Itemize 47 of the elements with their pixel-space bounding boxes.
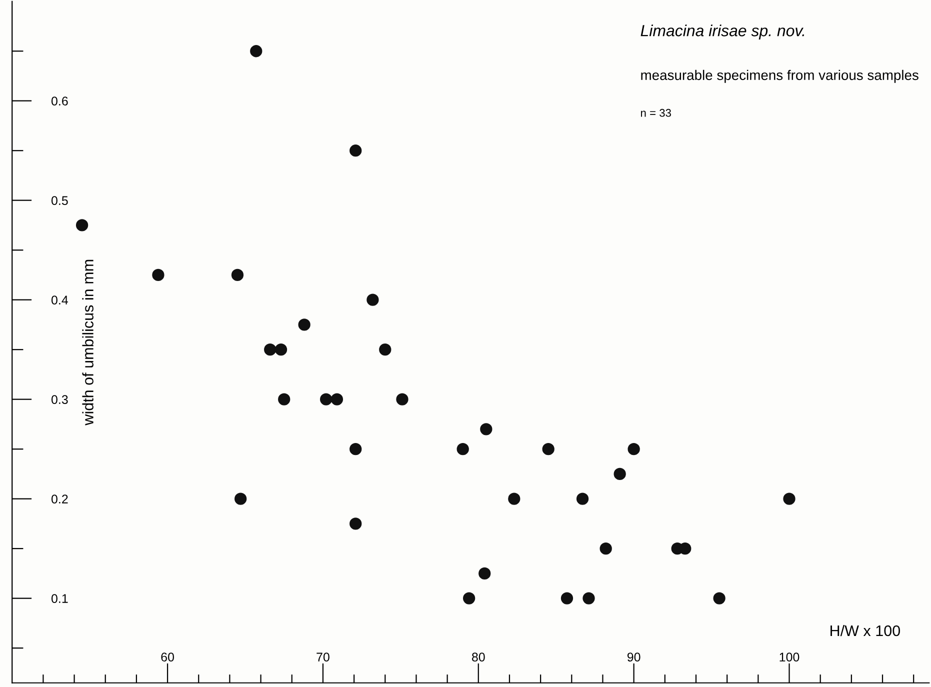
annotation: measurable specimens from various samples xyxy=(641,70,918,83)
point xyxy=(298,318,310,331)
point xyxy=(600,542,612,555)
point xyxy=(350,144,362,157)
point xyxy=(576,492,589,505)
point xyxy=(152,268,164,282)
point xyxy=(379,344,392,356)
y-axis-title: width of umbilicus in mm xyxy=(82,260,94,426)
point xyxy=(76,219,88,232)
x-tick-label: 70 xyxy=(316,652,330,662)
point xyxy=(560,592,574,604)
annotation: n = 33 xyxy=(641,108,671,117)
point xyxy=(274,344,288,356)
y-tick-label: 0.1 xyxy=(51,594,68,603)
point xyxy=(366,294,379,306)
x-tick-label: 60 xyxy=(161,652,174,662)
point xyxy=(628,443,640,456)
point xyxy=(350,518,362,530)
point xyxy=(480,423,492,436)
y-tick-label: 0.4 xyxy=(51,296,68,304)
point xyxy=(350,443,362,456)
text: Limacina irisae sp. nov. xyxy=(640,24,804,40)
point xyxy=(582,592,595,604)
point xyxy=(478,567,491,580)
point xyxy=(614,468,626,480)
point xyxy=(234,492,247,505)
point xyxy=(713,592,726,604)
point xyxy=(330,393,344,406)
x-tick-label: 80 xyxy=(472,652,485,662)
y-tick-label: 0.5 xyxy=(51,196,68,206)
point xyxy=(542,443,554,456)
point xyxy=(320,393,332,406)
point xyxy=(396,393,408,406)
y-tick-label: 0.2 xyxy=(51,494,68,504)
y-tick-label: 0.6 xyxy=(51,96,68,106)
point xyxy=(250,45,262,58)
point xyxy=(462,592,476,604)
x-tick-label: 100 xyxy=(780,652,800,662)
point xyxy=(783,492,796,505)
point xyxy=(278,393,290,406)
point xyxy=(264,344,276,356)
point xyxy=(456,443,469,456)
point xyxy=(508,492,520,505)
y-tick-label: 0.3 xyxy=(51,395,68,404)
point xyxy=(231,268,244,282)
x-tick-label: 90 xyxy=(627,652,640,662)
x-axis-title: H/W x 100 xyxy=(830,624,900,636)
